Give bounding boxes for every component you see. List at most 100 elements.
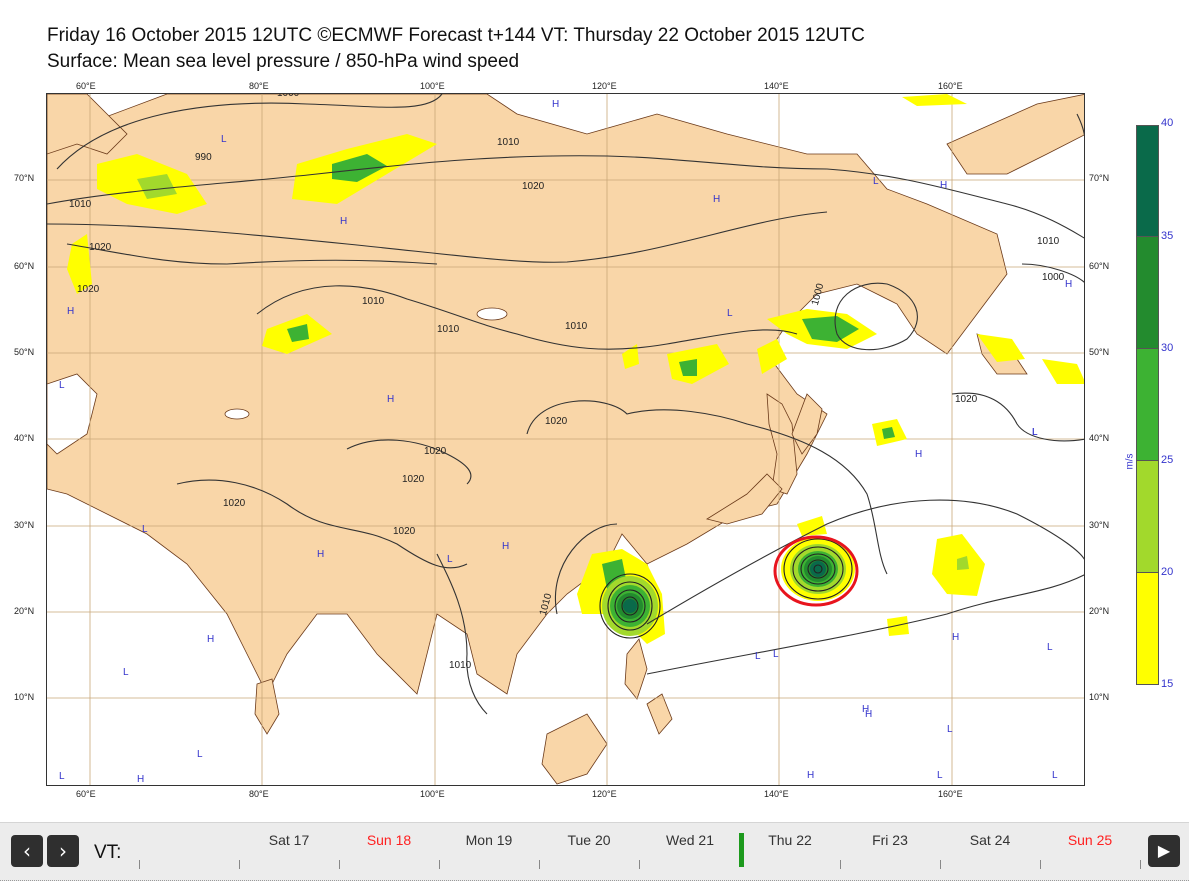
day-sat-17[interactable]: Sat 17 (268, 832, 310, 848)
lat-label-right: 70°N (1089, 173, 1110, 183)
pressure-center-marker: H (807, 770, 815, 781)
pressure-center-marker: H (713, 194, 721, 205)
colorbar-tick-label: 40 (1161, 117, 1174, 129)
day-tue-20[interactable]: Tue 20 (567, 832, 611, 848)
prev-button[interactable]: ‹ (11, 835, 43, 867)
mindanao-land (646, 693, 673, 735)
pressure-center-marker: L (123, 667, 129, 678)
timeline-tick (239, 860, 240, 869)
colorbar-segment (1136, 460, 1159, 573)
lat-label-right: 40°N (1089, 433, 1110, 443)
isobar-label: 1010 (69, 199, 92, 210)
pressure-center-marker: H (340, 216, 348, 227)
pressure-center-marker: H (317, 549, 325, 560)
lake-balkhash (224, 408, 250, 420)
isobar-label: 990 (195, 152, 212, 163)
pressure-center-marker: L (773, 649, 779, 660)
isobar-label: 1010 (449, 660, 472, 671)
colorbar-segment (1136, 125, 1159, 237)
colorbar-tick-label: 35 (1161, 230, 1174, 242)
timeline-tick (1040, 860, 1041, 869)
timeline-tick (1140, 860, 1141, 869)
lon-label-top: 160°E (938, 81, 963, 91)
wind-speed-shading (67, 94, 1084, 644)
day-sun-18[interactable]: Sun 18 (366, 832, 412, 848)
borneo-land (541, 713, 608, 785)
isobar-label: 1010 (1037, 236, 1060, 247)
map-canvas (47, 94, 1084, 785)
isobar-label: 1020 (77, 284, 100, 295)
lon-label-bottom: 160°E (938, 789, 963, 799)
pressure-center-marker: H (502, 541, 510, 552)
pressure-center-marker: L (947, 724, 953, 735)
isobar-label: 1020 (402, 474, 425, 485)
pressure-center-marker: L (1052, 770, 1058, 781)
lon-label-bottom: 100°E (420, 789, 445, 799)
current-time-marker[interactable] (739, 833, 744, 867)
pressure-center-marker: H (552, 99, 560, 110)
lon-label-bottom: 140°E (764, 789, 789, 799)
day-sat-24[interactable]: Sat 24 (969, 832, 1011, 848)
vt-label: VT: (94, 842, 122, 863)
pressure-center-marker: L (1032, 427, 1038, 438)
lat-label-right: 10°N (1089, 692, 1110, 702)
lat-label-right: 60°N (1089, 261, 1110, 271)
sri-lanka-land (254, 678, 280, 735)
pressure-center-marker: L (221, 134, 227, 145)
lat-label-right: 50°N (1089, 347, 1110, 357)
day-sun-25[interactable]: Sun 25 (1067, 832, 1113, 848)
lat-label-left: 30°N (14, 520, 35, 530)
lat-label-left: 60°N (14, 261, 35, 271)
colorbar-tick-label: 15 (1161, 678, 1174, 690)
alaska-land (946, 94, 1084, 175)
timeline-tick (840, 860, 841, 869)
lon-label-top: 140°E (764, 81, 789, 91)
day-thu-22[interactable]: Thu 22 (768, 832, 812, 848)
pressure-center-marker: L (937, 770, 943, 781)
lat-label-right: 20°N (1089, 606, 1110, 616)
lon-label-top: 120°E (592, 81, 617, 91)
lon-label-bottom: 80°E (249, 789, 269, 799)
timeline-nav: ‹ › VT: Sat 17 Sun 18 Mon 19 Tue 20 Wed … (0, 822, 1189, 881)
play-button[interactable]: ▶ (1148, 835, 1180, 867)
isobar-label: 1020 (955, 394, 978, 405)
lat-label-left: 50°N (14, 347, 35, 357)
colorbar-tick-label: 20 (1161, 566, 1174, 578)
colorbar-segment (1136, 236, 1159, 349)
day-wed-21[interactable]: Wed 21 (666, 832, 714, 848)
pressure-center-marker: H (207, 634, 215, 645)
land-areas (47, 94, 1084, 785)
pressure-center-marker: L (1032, 427, 1038, 438)
pressure-center-marker: L (755, 651, 761, 662)
lon-label-top: 100°E (420, 81, 445, 91)
scandinavia-land (47, 94, 128, 155)
colorbar-unit: m/s (1124, 453, 1136, 470)
graticule (47, 94, 1084, 785)
lat-label-left: 70°N (14, 173, 35, 183)
isobar-label: 1020 (393, 526, 416, 537)
isobar-label: 1010 (437, 324, 460, 335)
pressure-center-marker: L (59, 771, 65, 782)
lon-label-bottom: 60°E (76, 789, 96, 799)
colorbar-segment (1136, 348, 1159, 461)
pressure-center-marker: L (447, 554, 453, 565)
pressure-center-marker: L (59, 380, 65, 391)
colorbar-segment (1136, 572, 1159, 685)
isobar-label: 1010 (362, 296, 385, 307)
lake-baikal (476, 307, 508, 321)
highlight-circle (773, 535, 859, 607)
typhoon-isobars (599, 538, 853, 639)
caspian-sea (47, 373, 98, 455)
isobar-label: 1000 (1042, 272, 1065, 283)
isobar-label: 1020 (522, 181, 545, 192)
lon-label-bottom: 120°E (592, 789, 617, 799)
day-fri-23[interactable]: Fri 23 (872, 832, 908, 848)
timeline-tick (639, 860, 640, 869)
forecast-map: 1000 990 1010 1010 1020 1020 1010 1010 1… (46, 93, 1085, 786)
pressure-center-marker: H (67, 306, 75, 317)
pressure-center-marker: H (952, 632, 960, 643)
day-mon-19[interactable]: Mon 19 (465, 832, 513, 848)
forecast-subtitle: Surface: Mean sea level pressure / 850-h… (47, 51, 520, 72)
next-button[interactable]: › (47, 835, 79, 867)
colorbar-tick-label: 25 (1161, 454, 1174, 466)
